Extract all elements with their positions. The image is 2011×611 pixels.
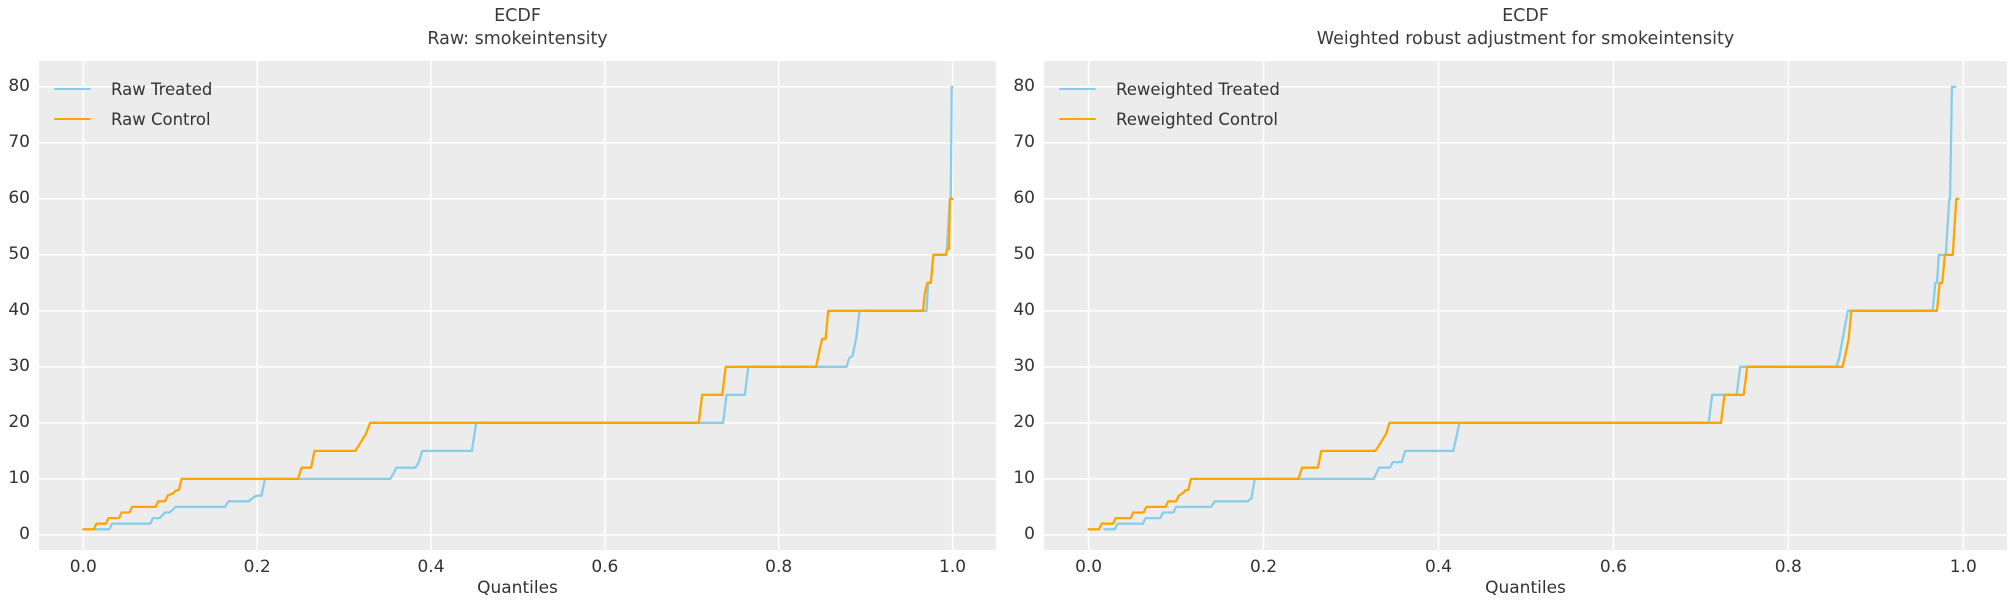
- chart-title-line1: ECDF: [494, 6, 541, 26]
- series-line-reweighted-treated: [1103, 85, 1957, 531]
- y-tick-label: 70: [1013, 131, 1035, 152]
- y-tick-label: 10: [1013, 467, 1035, 488]
- x-tick-label: 1.0: [1949, 557, 1977, 577]
- legend-label-treated: Reweighted Treated: [1116, 79, 1280, 99]
- ecdf-chart-right: [1044, 61, 2007, 550]
- chart-title-left: ECDF Raw: smokeintensity: [39, 5, 996, 51]
- y-tick-label: 80: [1013, 75, 1035, 96]
- legend-line-icon-control: [1059, 117, 1096, 121]
- x-tick-label: 0.8: [1774, 557, 1802, 577]
- chart-title-line1: ECDF: [1502, 6, 1549, 26]
- y-tick-label: 80: [8, 75, 30, 96]
- y-tick-label: 20: [8, 411, 30, 432]
- y-tick-label: 50: [8, 243, 30, 264]
- x-tick-label: 0.6: [1599, 557, 1627, 577]
- chart-title-line2: Weighted robust adjustment for smokeinte…: [1316, 29, 1735, 49]
- x-tick-label: 0.2: [1250, 557, 1278, 577]
- legend-label-control: Reweighted Control: [1116, 109, 1279, 129]
- legend-item-control: Raw Control: [54, 104, 212, 134]
- y-tick-label: 40: [1013, 299, 1035, 320]
- x-tick-label: 0.0: [69, 557, 97, 577]
- x-tick-label: 0.8: [765, 557, 793, 577]
- x-tick-label: 0.4: [1424, 557, 1452, 577]
- x-tick-label: 0.6: [591, 557, 619, 577]
- legend-right: Reweighted Treated Reweighted Control: [1059, 74, 1280, 134]
- series-line-raw-control: [82, 197, 954, 531]
- y-tick-label: 30: [8, 355, 30, 376]
- x-axis-label-right: Quantiles: [1485, 578, 1566, 598]
- series-line-raw-treated: [92, 85, 954, 531]
- legend-item-treated: Reweighted Treated: [1059, 74, 1280, 104]
- series-line-reweighted-control: [1087, 197, 1960, 531]
- chart-title-line2: Raw: smokeintensity: [427, 29, 608, 49]
- plot-area-right: Reweighted Treated Reweighted Control: [1044, 61, 2007, 550]
- y-tick-label: 40: [8, 299, 30, 320]
- y-tick-label: 0: [19, 523, 30, 544]
- y-tick-label: 70: [8, 131, 30, 152]
- y-tick-label: 50: [1013, 243, 1035, 264]
- x-tick-label: 0.2: [243, 557, 271, 577]
- plot-area-left: Raw Treated Raw Control: [39, 61, 996, 550]
- legend-line-icon-treated: [1059, 87, 1096, 91]
- y-tick-label: 30: [1013, 355, 1035, 376]
- y-tick-label: 20: [1013, 411, 1035, 432]
- legend-line-icon-treated: [54, 87, 91, 91]
- legend-item-treated: Raw Treated: [54, 74, 212, 104]
- ecdf-chart-left: [39, 61, 996, 550]
- y-tick-label: 60: [1013, 187, 1035, 208]
- x-tick-label: 1.0: [939, 557, 967, 577]
- legend-item-control: Reweighted Control: [1059, 104, 1280, 134]
- y-tick-label: 10: [8, 467, 30, 488]
- y-tick-label: 0: [1024, 523, 1035, 544]
- x-tick-label: 0.0: [1075, 557, 1103, 577]
- x-tick-label: 0.4: [417, 557, 445, 577]
- legend-left: Raw Treated Raw Control: [54, 74, 212, 134]
- legend-label-control: Raw Control: [111, 109, 211, 129]
- legend-label-treated: Raw Treated: [111, 79, 213, 99]
- legend-line-icon-control: [54, 117, 91, 121]
- x-axis-label-left: Quantiles: [477, 578, 558, 598]
- y-tick-label: 60: [8, 187, 30, 208]
- chart-title-right: ECDF Weighted robust adjustment for smok…: [1044, 5, 2007, 51]
